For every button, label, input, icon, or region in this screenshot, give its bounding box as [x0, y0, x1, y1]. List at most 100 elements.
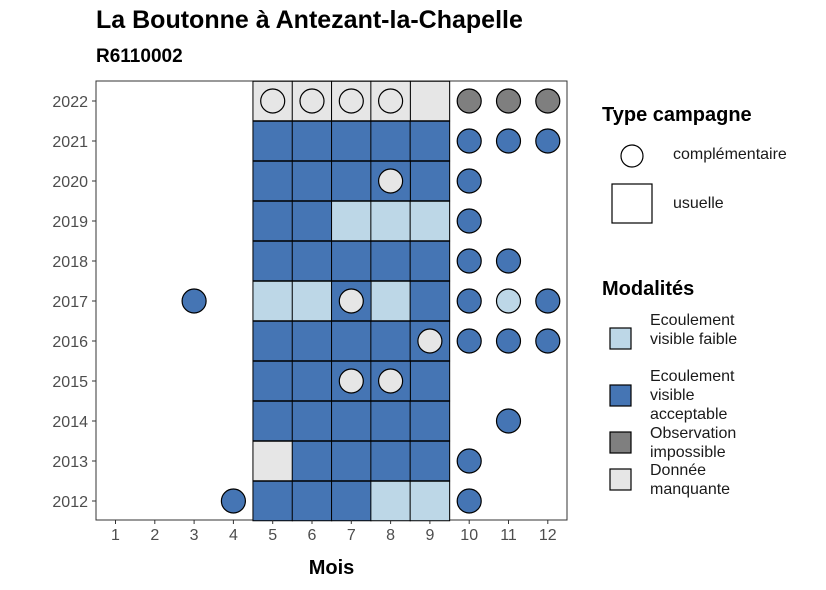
point-2017-12: [535, 288, 561, 314]
point-2022-8: [378, 88, 404, 114]
cell-2014-9: [409, 400, 451, 442]
y-tick-label-2012: 2012: [52, 494, 88, 511]
point-2016-10: [456, 328, 482, 354]
cell-2019-8: [370, 200, 411, 242]
cell-2015-9: [409, 360, 451, 402]
point-2021-12: [535, 128, 561, 154]
point-2017-11: [495, 288, 522, 314]
x-tick-label-11: 11: [500, 527, 517, 544]
cell-2015-5: [252, 360, 293, 402]
point-2021-11: [495, 128, 522, 154]
point-2018-11: [495, 248, 522, 274]
legend-label-complementaire: complémentaire: [673, 146, 787, 163]
cell-2016-8: [370, 320, 411, 362]
cell-2017-9: [409, 280, 451, 322]
cell-2012-9: [409, 480, 451, 522]
legend-key-acceptable: [609, 384, 632, 407]
cell-2018-5: [252, 240, 293, 282]
point-2014-11: [495, 408, 522, 434]
legend-key-impossible: [609, 431, 632, 454]
cell-2013-6: [291, 440, 333, 482]
legend-key-usuelle: [611, 183, 653, 224]
x-axis-title: Mois: [309, 557, 355, 579]
point-2017-7: [338, 288, 364, 314]
cell-2019-7: [331, 200, 372, 242]
point-2012-10: [456, 488, 482, 514]
y-tick-label-2019: 2019: [52, 214, 88, 231]
cell-2019-6: [291, 200, 333, 242]
cell-2012-7: [331, 480, 372, 522]
x-tick-label-7: 7: [347, 527, 356, 544]
cell-2012-8: [370, 480, 411, 522]
x-tick-label-1: 1: [111, 527, 120, 544]
point-2012-4: [220, 488, 246, 514]
point-2022-12: [535, 88, 561, 114]
legend-key-complementaire: [620, 144, 644, 168]
cell-2021-5: [252, 120, 293, 162]
x-tick-label-10: 10: [460, 527, 478, 544]
legend-modalites-title: Modalités: [602, 278, 695, 300]
cell-2021-6: [291, 120, 333, 162]
x-tick-label-6: 6: [308, 527, 317, 544]
y-tick-label-2014: 2014: [52, 414, 88, 431]
y-tick-label-2015: 2015: [52, 374, 88, 391]
cell-2021-7: [331, 120, 372, 162]
legend-type-title: Type campagne: [602, 104, 752, 126]
cell-2020-6: [291, 160, 333, 202]
chart-title: La Boutonne à Antezant-la-Chapelle: [96, 6, 523, 34]
point-2022-10: [456, 88, 482, 114]
cell-2013-8: [370, 440, 411, 482]
point-2022-7: [338, 88, 364, 114]
point-2020-10: [456, 168, 482, 194]
legend-key-manquante: [609, 468, 632, 491]
legend-label-faible: Ecoulement visible faible: [650, 312, 738, 348]
cell-2013-5: [252, 440, 293, 482]
point-2017-10: [456, 288, 482, 314]
x-tick-label-5: 5: [268, 527, 277, 544]
y-tick-label-2021: 2021: [52, 134, 88, 151]
cell-bg-2022-8: [370, 80, 411, 122]
y-tick-label-2017: 2017: [52, 294, 88, 311]
point-2013-10: [456, 448, 482, 474]
cell-2021-8: [370, 120, 411, 162]
cell-2019-5: [252, 200, 293, 242]
cell-2016-6: [291, 320, 333, 362]
cell-2019-9: [409, 200, 451, 242]
point-2016-12: [535, 328, 561, 354]
y-tick-label-2016: 2016: [52, 334, 88, 351]
cell-2012-5: [252, 480, 293, 522]
point-2020-8: [378, 168, 404, 194]
cell-2020-7: [331, 160, 372, 202]
point-2017-3: [181, 288, 207, 314]
cell-2018-7: [331, 240, 372, 282]
cell-2012-6: [291, 480, 333, 522]
cell-2016-5: [252, 320, 293, 362]
cell-2014-8: [370, 400, 411, 442]
legend-label-manquante: Donnée manquante: [650, 462, 731, 498]
point-2022-5: [260, 88, 286, 114]
point-2019-10: [456, 208, 482, 234]
x-tick-label-12: 12: [539, 527, 557, 544]
x-tick-label-8: 8: [386, 527, 395, 544]
cell-2015-6: [291, 360, 333, 402]
cell-2022-9: [409, 80, 451, 122]
legend-label-acceptable: Ecoulement visible acceptable: [650, 368, 735, 423]
point-2022-6: [299, 88, 325, 114]
cell-2014-6: [291, 400, 333, 442]
x-tick-label-9: 9: [425, 527, 434, 544]
cell-2018-8: [370, 240, 411, 282]
point-2022-11: [495, 88, 522, 114]
cell-2014-5: [252, 400, 293, 442]
point-2015-7: [338, 368, 364, 394]
cell-2021-9: [409, 120, 451, 162]
x-tick-label-2: 2: [150, 527, 159, 544]
cell-2017-6: [291, 280, 333, 322]
y-tick-label-2022: 2022: [52, 94, 88, 111]
point-2021-10: [456, 128, 482, 154]
cell-2020-5: [252, 160, 293, 202]
legend-key-faible: [609, 327, 632, 350]
cell-2016-7: [331, 320, 372, 362]
cell-2018-9: [409, 240, 451, 282]
cell-2020-9: [409, 160, 451, 202]
